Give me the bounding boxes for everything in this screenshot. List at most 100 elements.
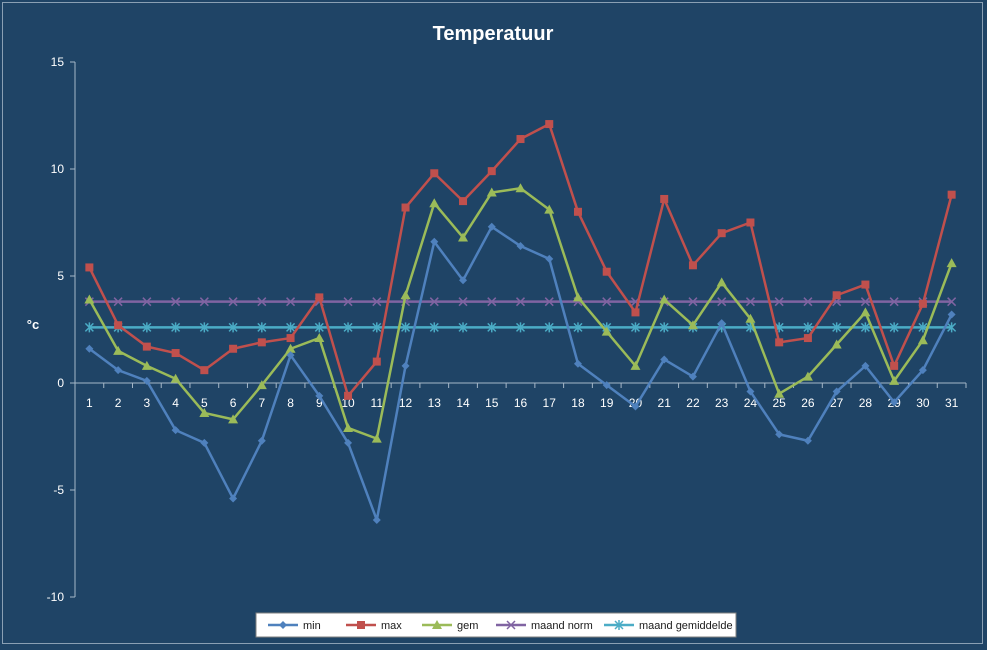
data-point-gem [343, 422, 354, 432]
data-point-gem [544, 204, 555, 214]
y-axis-label: °c [27, 317, 39, 332]
data-point-min [775, 430, 784, 439]
x-tick-label: 11 [371, 396, 384, 410]
data-point-max [631, 308, 640, 317]
data-point-gem [199, 407, 210, 417]
legend-item-maand-gemiddelde: maand gemiddelde [604, 620, 733, 632]
data-point-gem [687, 320, 698, 330]
x-tick-label: 9 [316, 396, 323, 410]
data-point-min [803, 436, 812, 445]
data-point-max [516, 135, 525, 144]
data-point-gem [400, 290, 411, 300]
data-point-min [631, 402, 640, 411]
data-point-maand-norm [458, 297, 468, 307]
data-point-max [918, 299, 927, 308]
data-point-min [573, 359, 582, 368]
data-point-maand-norm [717, 297, 727, 307]
data-point-max [229, 344, 238, 353]
data-point-max [200, 366, 209, 375]
data-point-maand-norm [889, 297, 899, 307]
data-point-min [688, 372, 697, 381]
x-tick-label: 26 [801, 396, 815, 410]
y-tick-label: 0 [57, 376, 64, 390]
series-line-max [88, 122, 953, 398]
data-point-maand-norm [803, 297, 813, 307]
data-point-min [401, 361, 410, 370]
data-point-gem [630, 360, 641, 370]
data-point-maand-gemiddelde [803, 322, 813, 333]
legend: min max gem maand norm maand gemiddelde [255, 612, 737, 638]
legend-marker [279, 621, 287, 629]
data-point-gem [716, 277, 727, 287]
data-point-gem [889, 375, 900, 385]
data-point-max [114, 321, 123, 330]
data-point-min [602, 381, 611, 390]
data-point-max [487, 167, 496, 176]
series-min [85, 222, 956, 524]
data-point-max [890, 361, 899, 370]
legend-item-max: max [346, 620, 402, 632]
data-point-gem [601, 326, 612, 336]
x-tick-label: 14 [456, 396, 470, 410]
data-point-max [257, 338, 266, 347]
x-tick-label: 30 [916, 396, 930, 410]
data-point-gem [802, 371, 813, 381]
data-point-min [516, 242, 525, 251]
data-point-maand-gemiddelde [947, 322, 957, 333]
data-point-min [459, 276, 468, 285]
y-tick-label: 15 [51, 55, 65, 69]
data-point-maand-gemiddelde [171, 322, 181, 333]
x-tick-label: 1 [86, 396, 93, 410]
legend-marker [506, 620, 516, 630]
data-point-maand-gemiddelde [573, 322, 583, 333]
data-point-maand-norm [199, 297, 209, 307]
data-point-gem [917, 335, 928, 345]
data-point-maand-gemiddelde [458, 322, 468, 333]
data-point-min [660, 355, 669, 364]
data-point-gem [946, 258, 957, 268]
data-point-max [286, 334, 295, 343]
data-point-maand-gemiddelde [228, 322, 238, 333]
legend-label: min [303, 620, 321, 632]
data-point-gem [572, 292, 583, 302]
data-point-max [344, 391, 353, 400]
data-point-maand-norm [515, 297, 526, 307]
data-point-gem [314, 333, 325, 343]
data-point-min [200, 438, 209, 447]
data-point-maand-norm [286, 297, 296, 307]
data-point-min [171, 426, 180, 435]
x-tick-label: 25 [772, 396, 786, 410]
data-point-min [861, 361, 870, 370]
data-point-max [688, 261, 697, 270]
data-point-maand-norm [487, 297, 497, 307]
data-point-gem [371, 433, 382, 443]
x-tick-label: 7 [258, 396, 265, 410]
series-maand-gemiddelde [84, 322, 957, 333]
data-point-maand-gemiddelde [860, 322, 870, 333]
data-point-maand-gemiddelde [343, 322, 353, 333]
data-point-maand-gemiddelde [544, 322, 554, 333]
data-point-max [775, 338, 784, 347]
data-point-maand-gemiddelde [372, 322, 382, 333]
data-point-maand-norm [257, 297, 267, 307]
series-line-min [88, 225, 953, 522]
data-point-maand-norm [142, 297, 152, 307]
data-point-min [890, 398, 899, 407]
data-point-maand-norm [688, 297, 698, 307]
data-point-maand-norm [228, 297, 238, 307]
x-tick-label: 23 [715, 396, 729, 410]
x-tick-label: 18 [571, 396, 585, 410]
data-point-max [401, 203, 410, 212]
legend-marker [432, 620, 442, 629]
data-point-maand-gemiddelde [659, 322, 669, 333]
series-gem [84, 183, 957, 443]
legend-item-maand-norm: maand norm [496, 620, 593, 632]
data-point-maand-norm [602, 297, 612, 307]
x-tick-label: 24 [744, 396, 758, 410]
data-point-max [85, 263, 94, 272]
data-point-maand-norm [745, 297, 755, 307]
data-point-gem [228, 414, 239, 424]
data-point-min [487, 222, 496, 231]
